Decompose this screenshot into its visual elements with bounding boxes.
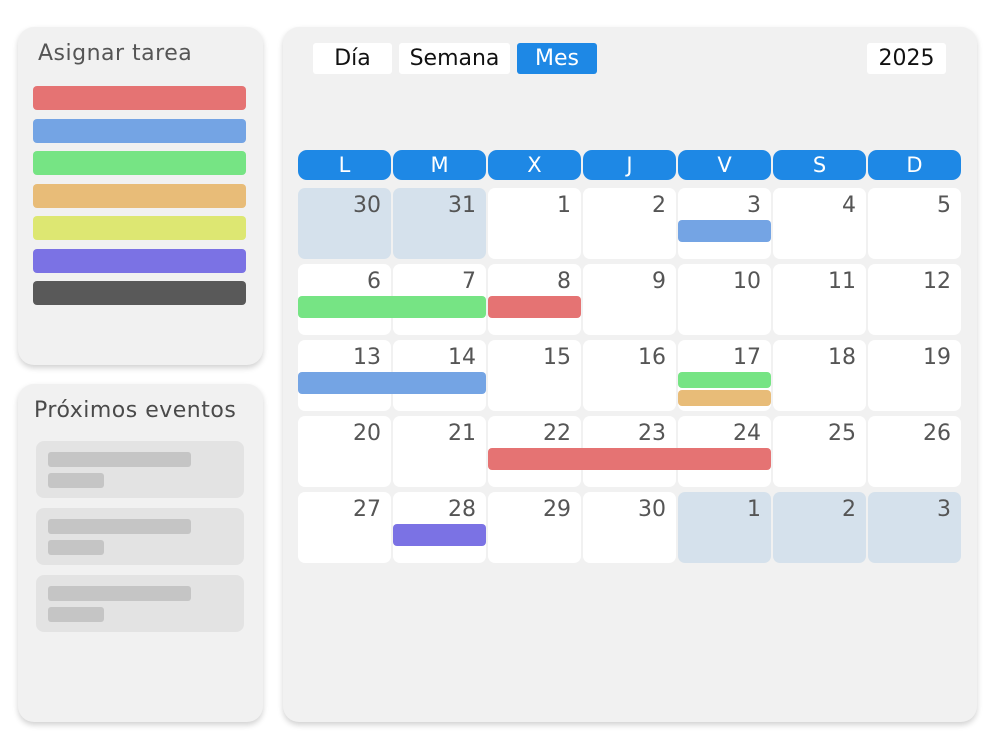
day-cell[interactable]: 5 <box>868 188 961 259</box>
assign-task-title: Asignar tarea <box>38 41 193 66</box>
upcoming-event-card[interactable] <box>36 575 244 632</box>
event-title-placeholder <box>48 519 191 534</box>
day-cell[interactable]: 19 <box>868 340 961 411</box>
calendar-event-bar[interactable] <box>678 390 771 406</box>
task-color-option[interactable] <box>33 86 246 110</box>
day-cell[interactable]: 1 <box>488 188 581 259</box>
day-cell-outside-month[interactable]: 2 <box>773 492 866 563</box>
day-number: 26 <box>923 421 951 446</box>
day-cell[interactable]: 11 <box>773 264 866 335</box>
day-cell[interactable]: 20 <box>298 416 391 487</box>
day-number: 10 <box>733 269 761 294</box>
day-cell-outside-month[interactable]: 30 <box>298 188 391 259</box>
day-number: 30 <box>353 193 381 218</box>
day-number: 28 <box>448 497 476 522</box>
day-cell-outside-month[interactable]: 31 <box>393 188 486 259</box>
day-cell[interactable]: 26 <box>868 416 961 487</box>
day-number: 8 <box>557 269 571 294</box>
view-week-button[interactable]: Semana <box>399 43 510 74</box>
day-cell[interactable]: 16 <box>583 340 676 411</box>
task-color-option[interactable] <box>33 281 246 305</box>
day-number: 15 <box>543 345 571 370</box>
day-number: 19 <box>923 345 951 370</box>
event-title-placeholder <box>48 586 191 601</box>
calendar-event-bar[interactable] <box>678 372 771 388</box>
day-number: 2 <box>652 193 666 218</box>
day-number: 20 <box>353 421 381 446</box>
weekday-label: J <box>583 150 676 180</box>
calendar-event-bar[interactable] <box>393 524 486 546</box>
day-cell[interactable]: 4 <box>773 188 866 259</box>
upcoming-events-panel: Próximos eventos <box>18 384 263 722</box>
weekday-label: M <box>393 150 486 180</box>
day-cell-outside-month[interactable]: 1 <box>678 492 771 563</box>
day-number: 23 <box>638 421 666 446</box>
day-number: 17 <box>733 345 761 370</box>
year-selector[interactable]: 2025 <box>867 43 946 74</box>
day-number: 7 <box>462 269 476 294</box>
weekday-label: D <box>868 150 961 180</box>
day-number: 12 <box>923 269 951 294</box>
upcoming-event-card[interactable] <box>36 441 244 498</box>
task-color-option[interactable] <box>33 183 246 208</box>
day-cell[interactable]: 18 <box>773 340 866 411</box>
day-number: 16 <box>638 345 666 370</box>
calendar-event-bar[interactable] <box>298 296 486 318</box>
view-month-button[interactable]: Mes <box>517 43 597 74</box>
day-number: 24 <box>733 421 761 446</box>
day-number: 1 <box>747 497 761 522</box>
day-number: 1 <box>557 193 571 218</box>
day-number: 5 <box>937 193 951 218</box>
upcoming-event-card[interactable] <box>36 508 244 565</box>
task-color-option[interactable] <box>33 216 246 240</box>
event-subtitle-placeholder <box>48 607 104 622</box>
event-subtitle-placeholder <box>48 540 104 555</box>
event-subtitle-placeholder <box>48 473 104 488</box>
day-number: 14 <box>448 345 476 370</box>
day-cell[interactable]: 15 <box>488 340 581 411</box>
task-color-option[interactable] <box>33 118 246 143</box>
day-cell[interactable]: 27 <box>298 492 391 563</box>
day-cell[interactable]: 12 <box>868 264 961 335</box>
task-color-option[interactable] <box>33 248 246 273</box>
day-number: 6 <box>367 269 381 294</box>
day-number: 31 <box>448 193 476 218</box>
calendar-event-bar[interactable] <box>298 372 486 394</box>
event-title-placeholder <box>48 452 191 467</box>
day-number: 9 <box>652 269 666 294</box>
calendar-event-bar[interactable] <box>678 220 771 242</box>
day-number: 11 <box>828 269 856 294</box>
calendar-event-bar[interactable] <box>488 296 581 318</box>
day-number: 22 <box>543 421 571 446</box>
day-number: 13 <box>353 345 381 370</box>
day-cell[interactable]: 2 <box>583 188 676 259</box>
day-number: 21 <box>448 421 476 446</box>
day-cell[interactable]: 30 <box>583 492 676 563</box>
day-number: 2 <box>842 497 856 522</box>
day-number: 29 <box>543 497 571 522</box>
task-color-option[interactable] <box>33 151 246 175</box>
day-number: 3 <box>747 193 761 218</box>
weekday-label: X <box>488 150 581 180</box>
assign-task-panel: Asignar tarea <box>18 27 263 365</box>
day-number: 25 <box>828 421 856 446</box>
day-number: 30 <box>638 497 666 522</box>
weekday-label: L <box>298 150 391 180</box>
day-cell[interactable]: 10 <box>678 264 771 335</box>
view-day-button[interactable]: Día <box>313 43 392 74</box>
day-cell[interactable]: 9 <box>583 264 676 335</box>
day-cell-outside-month[interactable]: 3 <box>868 492 961 563</box>
upcoming-events-title: Próximos eventos <box>34 398 237 423</box>
calendar-event-bar[interactable] <box>488 448 771 470</box>
day-number: 27 <box>353 497 381 522</box>
weekday-label: S <box>773 150 866 180</box>
day-number: 4 <box>842 193 856 218</box>
day-number: 18 <box>828 345 856 370</box>
weekday-label: V <box>678 150 771 180</box>
day-number: 3 <box>937 497 951 522</box>
day-cell[interactable]: 25 <box>773 416 866 487</box>
day-cell[interactable]: 21 <box>393 416 486 487</box>
day-cell[interactable]: 29 <box>488 492 581 563</box>
